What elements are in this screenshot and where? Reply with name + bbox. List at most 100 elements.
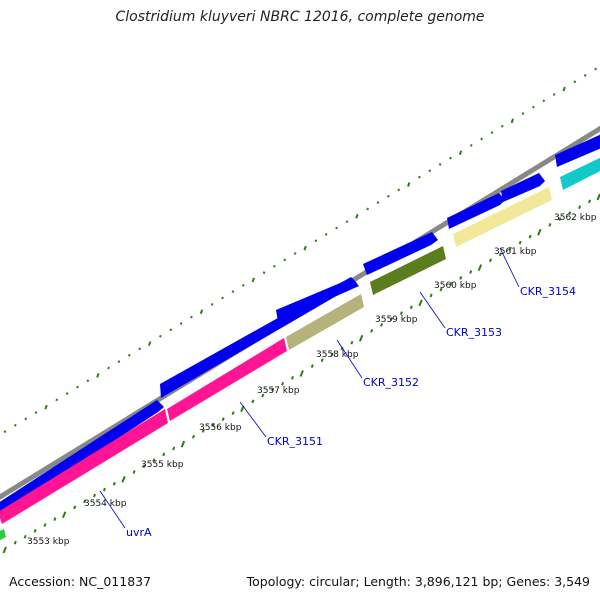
plot-dot <box>407 182 411 187</box>
plot-dot <box>480 137 483 141</box>
plot-dot <box>345 220 349 224</box>
connector-CKR_3152 <box>336 339 363 379</box>
plot-dot <box>303 245 307 251</box>
label-connectors <box>99 247 520 529</box>
minor-tick <box>439 287 443 292</box>
connector-CKR_3154 <box>499 247 520 288</box>
plot-dot <box>418 175 421 179</box>
minor-tick <box>310 364 314 368</box>
minor-tick <box>528 234 532 239</box>
accession-text: Accession: NC_011837 <box>9 574 152 589</box>
plot-dot <box>283 258 287 262</box>
gene-label-uvrA[interactable]: uvrA <box>126 526 152 539</box>
forward-cds-3[interactable] <box>276 278 359 322</box>
minor-tick <box>370 328 374 333</box>
minor-tick <box>191 434 196 439</box>
gene-uvrA[interactable] <box>0 409 168 524</box>
plot-dot <box>3 430 7 434</box>
plot-dot <box>96 373 100 378</box>
plot-dot <box>138 347 141 351</box>
minor-tick <box>251 399 255 404</box>
plot-dot <box>293 252 297 255</box>
plot-dot <box>159 334 162 338</box>
plot-dot <box>210 303 214 306</box>
gene-CKR_3152[interactable] <box>286 294 364 350</box>
forward-cds-5[interactable] <box>447 193 505 229</box>
tick-label: 3561 kbp <box>494 247 537 257</box>
gene-CKR_3151[interactable] <box>167 338 287 421</box>
minor-tick <box>449 281 453 286</box>
gene-label-CKR_3151[interactable]: CKR_3151 <box>267 435 323 448</box>
gene-label-CKR_3152[interactable]: CKR_3152 <box>363 376 419 389</box>
plot-dot <box>397 188 401 192</box>
minor-tick <box>459 275 463 280</box>
plot-dot <box>387 194 390 198</box>
plot-dot <box>179 322 183 325</box>
minor-tick <box>201 428 205 433</box>
plot-dot <box>241 283 245 287</box>
minor-tick <box>320 358 324 363</box>
plot-dot <box>521 112 525 115</box>
forward-cds-4[interactable] <box>363 232 438 275</box>
forward-cds-7[interactable] <box>555 132 600 167</box>
plot-dot <box>86 379 90 383</box>
plot-dot <box>469 143 473 147</box>
gene-labels: uvrA CKR_3151 CKR_3152 CKR_3153 CKR_3154 <box>126 285 576 539</box>
minor-tick <box>102 487 106 492</box>
minor-tick <box>271 387 275 392</box>
plot-dot <box>199 309 204 315</box>
plot-dot <box>44 404 48 410</box>
minor-tick <box>132 470 136 474</box>
minor-tick <box>172 446 176 451</box>
gene-cyan[interactable] <box>560 155 600 190</box>
plot-dot <box>55 398 59 402</box>
major-tick <box>418 299 423 307</box>
major-tick <box>2 546 7 554</box>
plot-dot <box>324 233 328 236</box>
tick-label: 3562 kbp <box>554 213 597 223</box>
plot-dot <box>573 80 577 84</box>
minor-tick <box>92 493 97 498</box>
plot-dot <box>262 271 266 274</box>
connector-uvrA <box>99 490 126 529</box>
minor-tick <box>231 411 235 416</box>
minor-tick <box>43 523 47 527</box>
gene-label-CKR_3153[interactable]: CKR_3153 <box>446 326 502 339</box>
forward-cds-6[interactable] <box>501 173 545 202</box>
minor-tick <box>162 452 166 457</box>
minor-tick <box>13 540 17 545</box>
minor-tick <box>350 340 354 345</box>
plot-dot <box>532 105 535 109</box>
minor-tick <box>488 258 493 263</box>
minor-tick <box>261 393 265 398</box>
gene-CKR_3153[interactable] <box>370 246 446 295</box>
minor-tick <box>211 423 215 427</box>
minor-tick <box>281 381 285 386</box>
gene-CKR_3154[interactable] <box>453 187 552 247</box>
minor-tick <box>380 323 384 327</box>
tick-label: 3559 kbp <box>375 315 418 325</box>
plot-dot <box>594 67 597 71</box>
plot-dot <box>355 213 359 219</box>
minor-tick <box>330 352 334 357</box>
minor-tick <box>399 311 403 316</box>
plot-dot <box>542 99 546 103</box>
connector-CKR_3151 <box>239 401 267 438</box>
genome-stats-text: Topology: circular; Length: 3,896,121 bp… <box>246 574 590 589</box>
minor-tick <box>221 417 225 421</box>
gene-label-CKR_3154[interactable]: CKR_3154 <box>520 285 576 298</box>
gene-green-edge[interactable] <box>0 529 6 540</box>
plot-dot <box>449 156 452 160</box>
outer-plot-dots <box>3 67 597 434</box>
minor-tick <box>409 305 413 310</box>
minor-tick <box>469 270 473 274</box>
major-tick <box>180 440 186 448</box>
major-tick <box>61 511 67 519</box>
plot-dot <box>366 207 369 211</box>
tick-label: 3556 kbp <box>199 423 242 433</box>
minor-tick <box>340 346 344 351</box>
major-tick <box>477 264 483 271</box>
minor-tick <box>548 223 552 227</box>
minor-tick <box>112 481 116 486</box>
tick-label: 3558 kbp <box>316 350 359 360</box>
